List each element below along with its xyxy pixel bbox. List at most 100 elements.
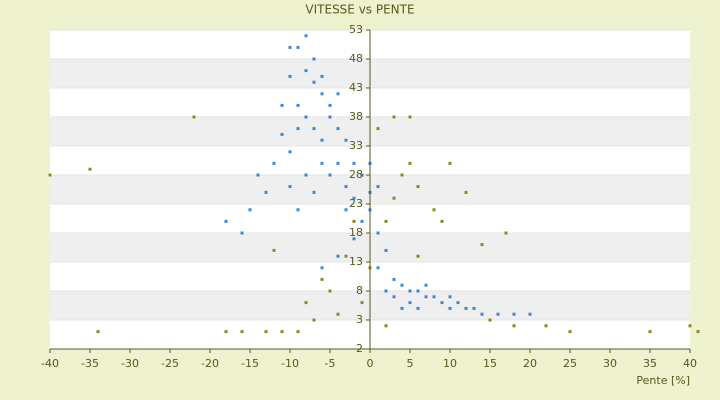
point (416, 254, 420, 258)
chart-title: VITESSE vs PENTE (305, 3, 414, 17)
point (344, 208, 348, 212)
point (352, 196, 356, 200)
point (288, 150, 292, 154)
point (472, 306, 476, 310)
point (440, 219, 444, 223)
point (312, 318, 316, 322)
point (408, 161, 412, 165)
point (320, 92, 324, 96)
point (448, 161, 452, 165)
point (464, 190, 468, 194)
point (408, 289, 412, 293)
point (336, 92, 340, 96)
point (408, 115, 412, 119)
point (328, 289, 332, 293)
x-tick-label: -5 (325, 357, 336, 370)
point (272, 248, 276, 252)
point (304, 173, 308, 177)
point (296, 208, 300, 212)
point (296, 45, 300, 49)
point (336, 254, 340, 258)
point (392, 295, 396, 299)
point (328, 173, 332, 177)
point (320, 161, 324, 165)
point (360, 219, 364, 223)
y-tick-label: 48 (349, 52, 363, 65)
point (448, 295, 452, 299)
point (448, 306, 452, 310)
point (312, 80, 316, 84)
point (416, 289, 420, 293)
point (312, 127, 316, 131)
x-tick-label: -20 (201, 357, 219, 370)
point (352, 219, 356, 223)
point (376, 231, 380, 235)
point (400, 306, 404, 310)
point (512, 312, 516, 316)
x-tick-label: 25 (563, 357, 577, 370)
x-tick-label: 20 (523, 357, 537, 370)
point (336, 161, 340, 165)
point (496, 312, 500, 316)
point (264, 330, 268, 334)
x-tick-label: 10 (443, 357, 457, 370)
point (296, 330, 300, 334)
point (224, 219, 228, 223)
y-tick-label: -2 (352, 342, 363, 355)
point (352, 237, 356, 241)
point (280, 132, 284, 136)
point (328, 103, 332, 107)
y-tick-label: 3 (356, 313, 363, 326)
point (320, 74, 324, 78)
point (392, 277, 396, 281)
x-axis-title: Pente [%] (636, 374, 690, 387)
point (528, 312, 532, 316)
point (424, 283, 428, 287)
x-tick-label: 35 (643, 357, 657, 370)
point (280, 103, 284, 107)
point (688, 324, 692, 328)
x-tick-label: -15 (241, 357, 259, 370)
point (192, 115, 196, 119)
x-tick-label: -35 (81, 357, 99, 370)
point (424, 295, 428, 299)
point (432, 208, 436, 212)
point (344, 185, 348, 189)
point (648, 330, 652, 334)
point (504, 231, 508, 235)
point (384, 248, 388, 252)
point (312, 190, 316, 194)
point (384, 324, 388, 328)
point (88, 167, 92, 171)
point (96, 330, 100, 334)
point (416, 185, 420, 189)
point (432, 295, 436, 299)
point (304, 34, 308, 38)
x-tick-label: 15 (483, 357, 497, 370)
point (336, 127, 340, 131)
y-tick-label: 18 (349, 226, 363, 239)
y-tick-label: 53 (349, 23, 363, 36)
point (320, 138, 324, 142)
point (304, 69, 308, 73)
point (480, 312, 484, 316)
x-tick-label: -40 (41, 357, 59, 370)
x-tick-label: 5 (407, 357, 414, 370)
point (360, 301, 364, 305)
point (408, 301, 412, 305)
point (360, 173, 364, 177)
y-tick-label: 23 (349, 197, 363, 210)
point (416, 306, 420, 310)
x-tick-label: -10 (281, 357, 299, 370)
point (328, 115, 332, 119)
point (400, 283, 404, 287)
point (336, 312, 340, 316)
point (376, 185, 380, 189)
point (280, 330, 284, 334)
y-tick-label: 43 (349, 81, 363, 94)
point (344, 138, 348, 142)
point (392, 196, 396, 200)
point (392, 115, 396, 119)
